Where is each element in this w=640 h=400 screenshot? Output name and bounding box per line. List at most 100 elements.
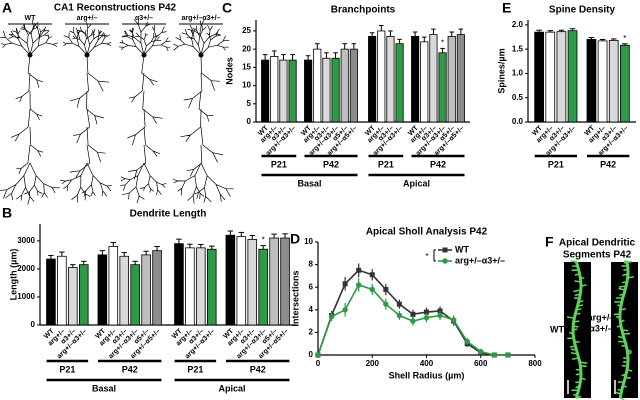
- image-label: arg+/–: [588, 312, 615, 322]
- data-point: [328, 313, 335, 320]
- bar: [261, 59, 270, 123]
- bar: [597, 40, 608, 123]
- neuron-label: arg+/–: [77, 15, 98, 22]
- legend-bracket: [433, 249, 436, 262]
- bar: [331, 57, 340, 123]
- neuron: [118, 18, 171, 204]
- bar: [280, 237, 290, 326]
- bar: [608, 40, 619, 123]
- y-tick-label: 1.5: [512, 44, 524, 53]
- x-tick-label: 600: [474, 359, 488, 368]
- y-tick-label: 25: [242, 26, 251, 35]
- soma: [27, 52, 33, 58]
- bar: [152, 250, 162, 326]
- y-tick-label: 20: [242, 44, 251, 53]
- y-tick-label: 0.0: [512, 117, 524, 126]
- y-axis-label: Nodes: [224, 57, 234, 85]
- section-label: Apical: [218, 383, 245, 393]
- bar: [411, 35, 420, 123]
- data-point: [383, 301, 389, 307]
- panel-letter: C: [222, 0, 232, 16]
- bar: [349, 48, 358, 123]
- legend-annotation: *: [425, 252, 428, 261]
- legend-marker: [442, 247, 448, 253]
- section-label: Basal: [297, 178, 321, 188]
- bar: [386, 35, 395, 123]
- data-point: [342, 281, 348, 287]
- bar: [141, 254, 151, 326]
- bar: [270, 56, 279, 123]
- bar: [279, 59, 288, 123]
- y-tick-label: 10: [304, 237, 313, 246]
- data-point: [396, 301, 402, 307]
- bar: [429, 34, 438, 123]
- bar: [377, 30, 386, 123]
- data-point: [491, 352, 498, 358]
- data-point: [369, 286, 375, 293]
- panel-title: Segments P42: [563, 250, 632, 261]
- bar: [447, 35, 456, 123]
- neuron: [172, 20, 234, 204]
- data-point: [464, 338, 470, 345]
- panel-letter: B: [2, 205, 12, 221]
- bar: [108, 246, 119, 326]
- neuron: [0, 19, 61, 205]
- data-point: [424, 309, 429, 315]
- spines: [566, 260, 588, 399]
- spines: [613, 261, 635, 400]
- section-label: Basal: [92, 383, 116, 393]
- panel-letter: A: [2, 0, 12, 16]
- data-point: [342, 307, 348, 313]
- neuron-label: arg+/–α3+/–: [182, 15, 221, 22]
- data-point: [478, 348, 484, 355]
- bar: [196, 247, 206, 326]
- soma: [84, 52, 90, 58]
- bar: [313, 48, 322, 123]
- bar: [420, 41, 429, 123]
- panel-title: CA1 Reconstructions P42: [54, 3, 177, 14]
- significance-marker: *: [441, 39, 444, 48]
- bar: [368, 35, 377, 123]
- image-label: α3+/–: [589, 323, 612, 333]
- data-point: [410, 311, 416, 317]
- panel-letter: E: [502, 0, 511, 16]
- bar: [395, 43, 404, 123]
- bar: [556, 31, 567, 123]
- neuron-label: α3+/–: [135, 15, 153, 22]
- y-tick-label: 6: [309, 282, 314, 291]
- soma: [141, 52, 147, 58]
- bar: [97, 254, 108, 326]
- panel-letter: F: [545, 234, 554, 250]
- y-tick-label: 15: [242, 62, 251, 71]
- group-label: P42: [122, 364, 138, 374]
- neuron-label: WT: [25, 15, 37, 22]
- bar: [534, 31, 544, 123]
- data-point: [410, 318, 416, 324]
- y-tick-label: 4: [309, 305, 314, 314]
- group-label: P42: [430, 159, 446, 169]
- bar: [185, 247, 195, 326]
- y-axis-label: Length (µm): [8, 249, 18, 301]
- y-tick-label: 1.0: [512, 69, 524, 78]
- y-tick-label: 1000: [17, 292, 35, 301]
- group-label: P21: [378, 159, 394, 169]
- data-point: [423, 315, 430, 321]
- soma: [198, 52, 204, 58]
- y-tick-label: 3000: [17, 236, 35, 245]
- bar: [258, 248, 268, 326]
- y-tick-label: 5: [247, 99, 252, 108]
- bar: [78, 264, 89, 326]
- bar: [322, 57, 331, 123]
- legend-label: arg+/–α3+/–: [455, 255, 505, 265]
- bar: [247, 239, 258, 326]
- y-axis-label: Spines/µm: [496, 48, 506, 93]
- y-tick-label: 2: [309, 328, 314, 337]
- bar: [269, 237, 279, 326]
- legend-marker: [442, 258, 448, 264]
- y-tick-label: 10: [242, 81, 251, 90]
- bar: [304, 59, 313, 123]
- bar: [340, 48, 349, 123]
- bar: [174, 243, 184, 326]
- x-tick-label: 200: [366, 359, 380, 368]
